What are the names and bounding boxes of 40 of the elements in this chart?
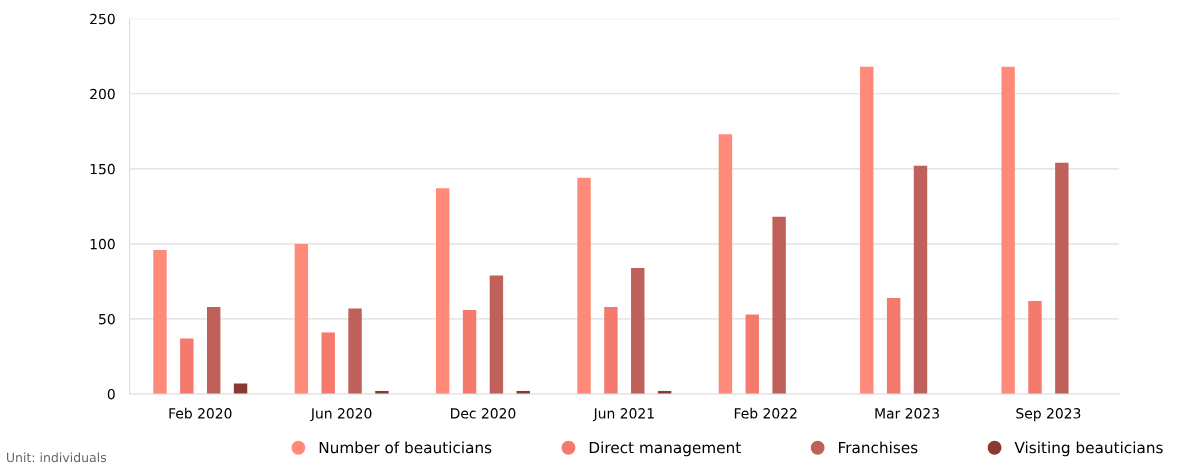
y-tick-label: 0 [107,388,115,400]
x-tick-label: Jun 2021 [592,408,654,422]
bar [631,267,645,394]
x-tick-label: Jun 2020 [310,408,372,422]
x-tick-label: Mar 2023 [875,408,939,419]
y-tick-label: 100 [90,238,115,250]
legend-label: Franchises [839,441,918,454]
bar [321,332,335,394]
legend-label: Visiting beauticians [1014,441,1163,457]
bar [206,306,221,394]
y-tick-label: 150 [90,163,115,175]
legend-label: Number of beauticians [319,441,492,454]
bar [577,177,591,394]
bar [913,165,928,394]
bar [294,243,309,394]
bar [348,308,362,394]
x-tick-label: Sep 2023 [1016,408,1081,422]
x-tick-label: Dec 2020 [451,408,516,419]
bar [1001,66,1015,394]
bar [1055,162,1069,394]
legend-label: Direct management [589,441,741,457]
x-tick-label: Feb 2020 [169,407,232,419]
bar [1028,300,1042,394]
bar [718,134,733,394]
y-tick-label: 250 [90,13,115,25]
bar [772,216,786,394]
bar [886,297,901,394]
y-tick-label: 50 [99,313,115,325]
bar [745,314,759,394]
bar [435,188,450,394]
y-tick-label: 200 [90,88,115,100]
x-tick-label: Feb 2022 [734,407,797,419]
bar [462,309,477,394]
bar [489,275,504,394]
text: Unit: individuals [6,452,107,463]
bar [153,249,167,394]
bar [233,383,248,394]
bar [604,306,618,394]
bar [180,338,194,394]
bar [860,66,874,394]
